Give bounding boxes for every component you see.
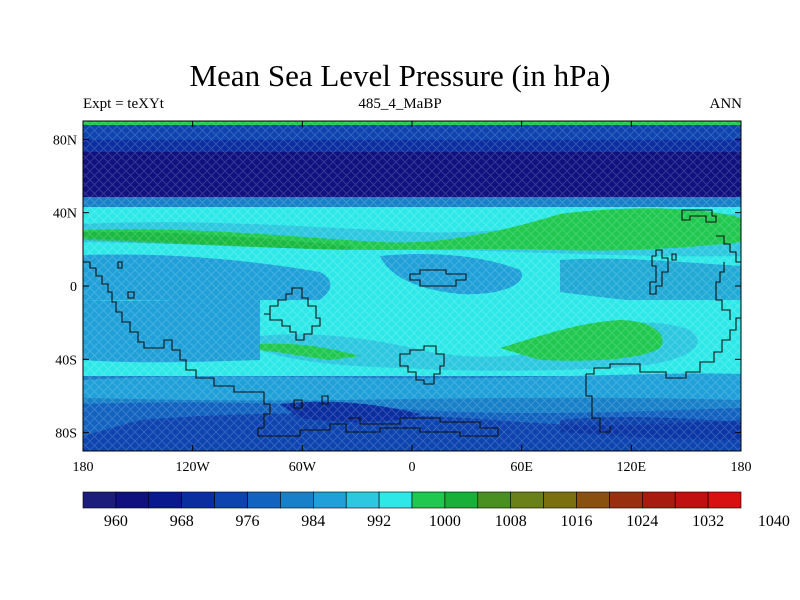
colorbar-swatch xyxy=(674,491,709,509)
colorbar-label: 1032 xyxy=(692,513,724,530)
colorbar-swatch xyxy=(148,491,183,509)
period-label: ANN xyxy=(709,96,743,112)
experiment-label: Expt = teXYt xyxy=(83,96,164,112)
y-tick-label: 0 xyxy=(70,280,77,295)
colorbar-swatch xyxy=(707,491,742,509)
colorbar-swatch xyxy=(609,491,643,509)
y-tick-label: 80S xyxy=(55,427,77,442)
colorbar-swatch xyxy=(543,491,577,509)
colorbar-swatch xyxy=(378,491,413,509)
colorbar-label: 968 xyxy=(170,513,194,530)
colorbar-swatch xyxy=(214,491,248,509)
colorbar-label: 1008 xyxy=(495,513,527,530)
colorbar-swatch xyxy=(312,491,347,509)
x-tick-label: 0 xyxy=(409,460,416,475)
colorbar-swatch xyxy=(115,491,150,509)
x-tick-label: 120W xyxy=(176,460,211,475)
age-label: 485_4_MaBP xyxy=(358,96,442,112)
map-title: Mean Sea Level Pressure (in hPa) xyxy=(189,58,611,93)
colorbar-swatch xyxy=(280,491,314,509)
x-tick-label: 120E xyxy=(617,460,647,475)
colorbar-label: 1024 xyxy=(626,513,658,530)
pressure-field xyxy=(83,121,741,451)
colorbar-swatch xyxy=(641,491,676,509)
colorbar: 960 968 976 984 992 1000 1008 1016 1024 1032 1040 xyxy=(82,491,790,530)
colorbar-swatch xyxy=(345,491,380,509)
colorbar-label: 1016 xyxy=(561,513,593,530)
colorbar-swatch xyxy=(444,491,479,509)
colorbar-label: 960 xyxy=(104,513,128,530)
colorbar-label: 1000 xyxy=(429,513,461,530)
colorbar-swatch xyxy=(576,491,610,509)
colorbar-swatch xyxy=(247,491,281,509)
colorbar-label: 1040 xyxy=(758,513,790,530)
colorbar-swatch xyxy=(477,491,511,509)
y-tick-label: 40S xyxy=(55,353,77,368)
colorbar-label: 992 xyxy=(367,513,391,530)
x-tick-label: 180 xyxy=(73,460,94,475)
y-tick-label: 40N xyxy=(53,207,77,222)
x-tick-label: 60E xyxy=(510,460,533,475)
colorbar-label: 976 xyxy=(236,513,260,530)
colorbar-swatch xyxy=(510,491,544,509)
x-axis: 180 120W 60W 0 60E 120E 180 xyxy=(73,121,752,475)
y-tick-label: 80N xyxy=(53,133,77,148)
x-tick-label: 180 xyxy=(731,460,752,475)
x-tick-label: 60W xyxy=(289,460,317,475)
colorbar-label: 984 xyxy=(301,513,325,530)
y-axis: 80N 40N 0 40S 80S xyxy=(53,133,741,442)
colorbar-swatch xyxy=(82,491,117,509)
coastlines xyxy=(83,209,741,437)
colorbar-swatch xyxy=(411,491,446,509)
colorbar-swatch xyxy=(181,491,215,509)
